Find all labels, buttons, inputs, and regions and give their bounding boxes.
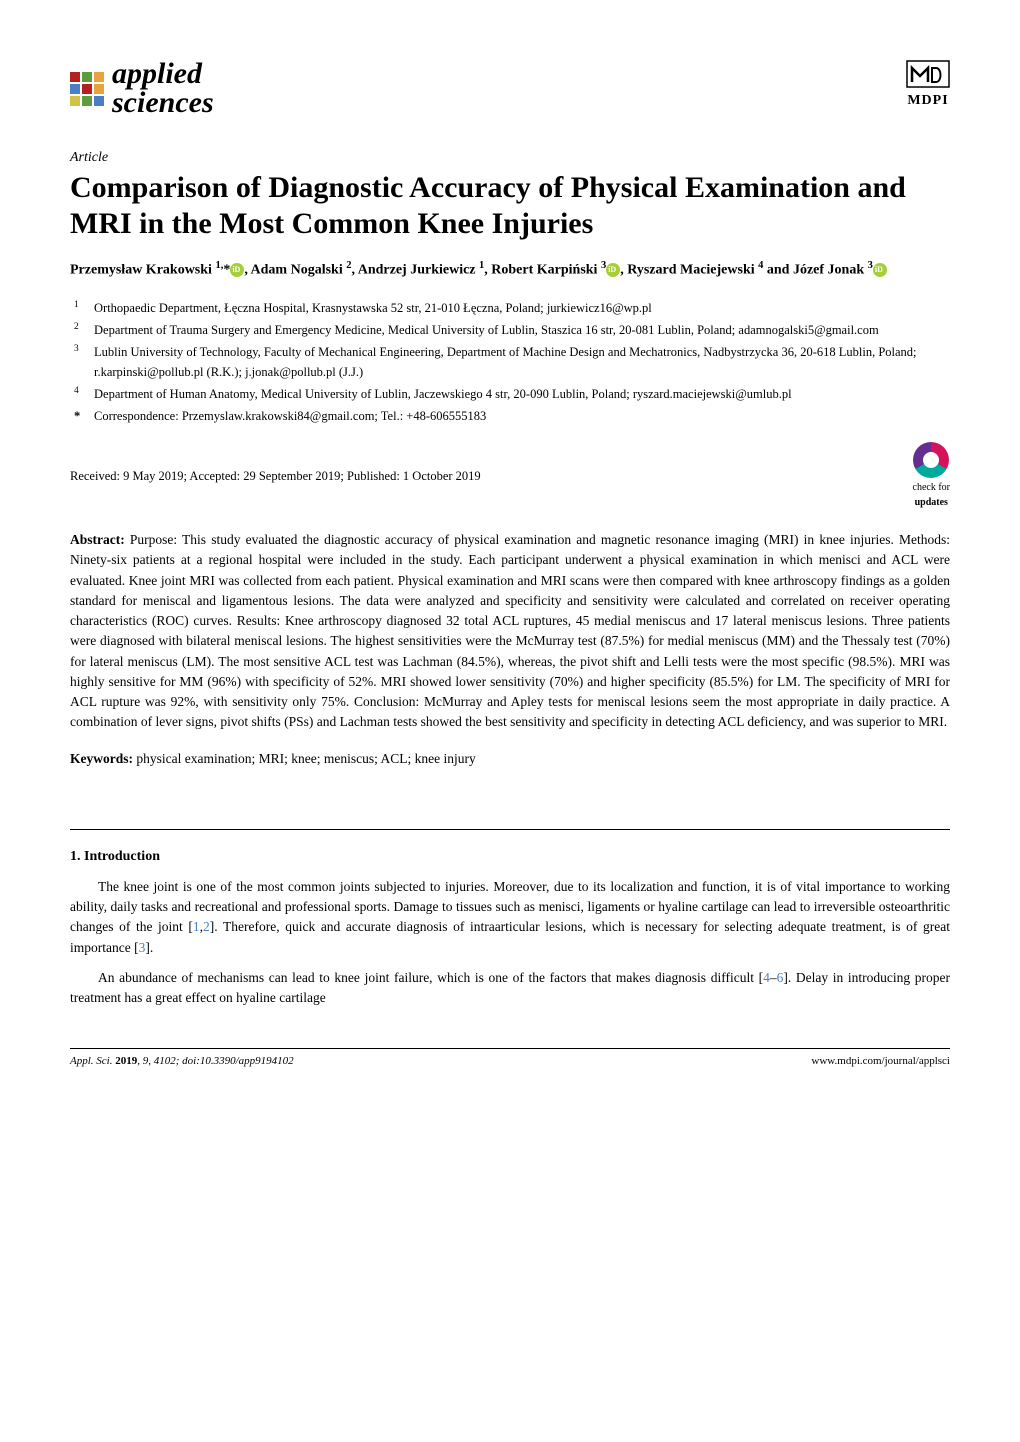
abstract-block: Abstract: Purpose: This study evaluated … bbox=[70, 530, 950, 733]
journal-name: applied sciences bbox=[112, 60, 214, 117]
journal-name-line1: applied bbox=[112, 60, 214, 89]
body-paragraph: The knee joint is one of the most common… bbox=[70, 877, 950, 958]
author-6: and Józef Jonak bbox=[763, 263, 867, 278]
authors-line: Przemysław Krakowski 1,*, Adam Nogalski … bbox=[70, 258, 950, 282]
divider bbox=[70, 829, 950, 830]
affiliation-num: 3 bbox=[74, 342, 94, 382]
paragraph-text: ]. bbox=[145, 940, 153, 955]
affiliation-num: 2 bbox=[74, 320, 94, 340]
orcid-icon[interactable] bbox=[606, 263, 620, 277]
article-type: Article bbox=[70, 147, 950, 168]
footer-year: 2019 bbox=[115, 1055, 137, 1067]
citation-link[interactable]: 1 bbox=[193, 919, 200, 934]
mdpi-icon bbox=[906, 60, 950, 88]
affiliations-block: 1Orthopaedic Department, Łęczna Hospital… bbox=[70, 298, 950, 426]
affiliation-row: 2Department of Trauma Surgery and Emerge… bbox=[94, 320, 950, 340]
publisher-logo-block: MDPI bbox=[906, 60, 950, 111]
check-updates-line1: check for bbox=[913, 480, 950, 495]
affiliation-text: Correspondence: Przemyslaw.krakowski84@g… bbox=[94, 406, 486, 426]
paragraph-text: An abundance of mechanisms can lead to k… bbox=[98, 970, 763, 985]
affiliation-text: Orthopaedic Department, Łęczna Hospital,… bbox=[94, 298, 652, 318]
check-for-updates-badge[interactable]: check for updates bbox=[913, 442, 950, 510]
page-header: applied sciences MDPI bbox=[70, 60, 950, 117]
footer-volume-doi: , 9, 4102; doi:10.3390/app9194102 bbox=[137, 1055, 293, 1067]
footer-url[interactable]: www.mdpi.com/journal/applsci bbox=[811, 1053, 950, 1070]
author-5: , Ryszard Maciejewski bbox=[620, 263, 758, 278]
dates-and-check-row: Received: 9 May 2019; Accepted: 29 Septe… bbox=[70, 442, 950, 510]
paragraph-text: – bbox=[770, 970, 777, 985]
section-heading: 1. Introduction bbox=[70, 846, 950, 867]
orcid-icon[interactable] bbox=[873, 263, 887, 277]
keywords-text: physical examination; MRI; knee; meniscu… bbox=[133, 751, 476, 766]
body-paragraph: An abundance of mechanisms can lead to k… bbox=[70, 968, 950, 1009]
citation-link[interactable]: 2 bbox=[203, 919, 210, 934]
author-2: , Adam Nogalski bbox=[244, 263, 346, 278]
author-3: , Andrzej Jurkiewicz bbox=[351, 263, 479, 278]
publication-dates: Received: 9 May 2019; Accepted: 29 Septe… bbox=[70, 467, 481, 486]
affiliation-row: *Correspondence: Przemyslaw.krakowski84@… bbox=[94, 406, 950, 426]
affiliation-num: 1 bbox=[74, 298, 94, 318]
keywords-block: Keywords: physical examination; MRI; kne… bbox=[70, 749, 950, 769]
check-updates-line2: updates bbox=[915, 495, 948, 510]
affiliation-row: 4Department of Human Anatomy, Medical Un… bbox=[94, 384, 950, 404]
footer-journal-abbrev: Appl. Sci. bbox=[70, 1055, 115, 1067]
orcid-icon[interactable] bbox=[230, 263, 244, 277]
affiliation-text: Department of Human Anatomy, Medical Uni… bbox=[94, 384, 792, 404]
publisher-name: MDPI bbox=[907, 90, 948, 111]
abstract-text: Purpose: This study evaluated the diagno… bbox=[70, 532, 950, 729]
author-1-corresponding: * bbox=[223, 263, 230, 278]
citation-link[interactable]: 4 bbox=[763, 970, 770, 985]
affiliation-num: 4 bbox=[74, 384, 94, 404]
journal-logo-icon bbox=[70, 72, 104, 106]
author-1: Przemysław Krakowski bbox=[70, 263, 215, 278]
affiliation-text: Department of Trauma Surgery and Emergen… bbox=[94, 320, 879, 340]
journal-logo-block: applied sciences bbox=[70, 60, 214, 117]
article-title: Comparison of Diagnostic Accuracy of Phy… bbox=[70, 170, 950, 242]
check-updates-icon bbox=[913, 442, 949, 478]
author-4: , Robert Karpiński bbox=[484, 263, 601, 278]
keywords-label: Keywords: bbox=[70, 751, 133, 766]
affiliation-num: * bbox=[74, 406, 94, 426]
affiliation-row: 1Orthopaedic Department, Łęczna Hospital… bbox=[94, 298, 950, 318]
journal-name-line2: sciences bbox=[112, 89, 214, 118]
affiliation-text: Lublin University of Technology, Faculty… bbox=[94, 342, 950, 382]
page-footer: Appl. Sci. 2019, 9, 4102; doi:10.3390/ap… bbox=[70, 1048, 950, 1070]
affiliation-row: 3Lublin University of Technology, Facult… bbox=[94, 342, 950, 382]
abstract-label: Abstract: bbox=[70, 532, 125, 547]
footer-citation: Appl. Sci. 2019, 9, 4102; doi:10.3390/ap… bbox=[70, 1053, 294, 1070]
